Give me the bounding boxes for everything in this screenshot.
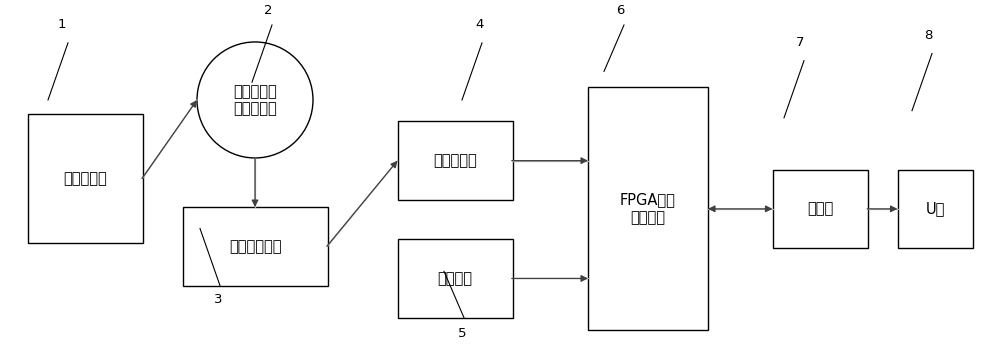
Text: 2: 2 bbox=[264, 4, 272, 17]
Text: U盘: U盘 bbox=[925, 201, 945, 216]
Text: 动态核极化
弱磁传感器: 动态核极化 弱磁传感器 bbox=[233, 84, 277, 116]
Text: 7: 7 bbox=[796, 36, 804, 49]
Text: 晶振电路: 晶振电路 bbox=[438, 271, 473, 286]
Bar bbox=[772, 170, 868, 248]
Bar bbox=[28, 114, 143, 243]
Text: 4: 4 bbox=[476, 19, 484, 31]
Text: 5: 5 bbox=[458, 327, 466, 340]
Text: 滞回比较器: 滞回比较器 bbox=[433, 153, 477, 168]
Text: 高频振荡器: 高频振荡器 bbox=[63, 171, 107, 186]
Bar bbox=[398, 239, 512, 318]
Ellipse shape bbox=[197, 42, 313, 158]
Text: 控制器: 控制器 bbox=[807, 201, 833, 216]
Bar bbox=[182, 207, 328, 286]
Bar bbox=[588, 87, 708, 330]
Text: FPGA数字
测频模块: FPGA数字 测频模块 bbox=[620, 193, 676, 225]
Text: 1: 1 bbox=[58, 19, 66, 31]
Text: 6: 6 bbox=[616, 4, 624, 17]
Bar bbox=[398, 121, 512, 200]
Text: 8: 8 bbox=[924, 29, 932, 42]
Text: 信号调理电路: 信号调理电路 bbox=[229, 239, 281, 254]
Text: 3: 3 bbox=[214, 293, 222, 306]
Bar bbox=[898, 170, 973, 248]
